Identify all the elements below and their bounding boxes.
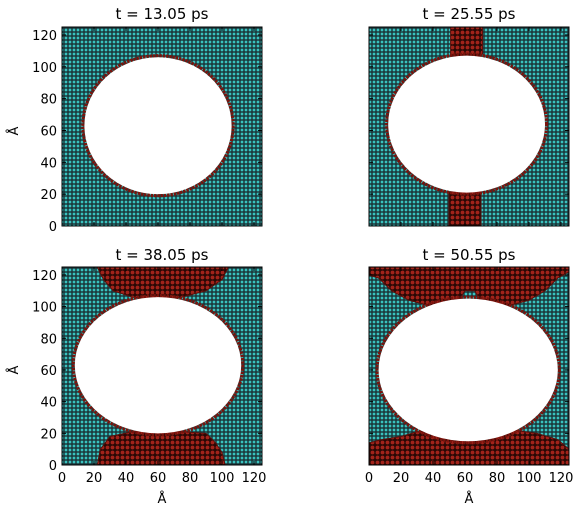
x-tick-label: 60 [457,471,474,486]
void-rim-atoms [375,295,561,445]
panel-2: t = 25.55 ps [368,5,570,227]
y-tick-label: 20 [40,188,57,203]
y-tick-label: 100 [32,301,57,316]
y-axis-label: Å [6,365,22,374]
y-tick-label: 60 [40,364,57,379]
void-rim-atoms [71,293,245,437]
plot-frame [61,26,263,227]
y-axis-ticks: 0 20 40 60 80 100 120 [32,29,262,235]
y-tick-label: 120 [32,269,57,284]
y-tick-label: 0 [49,220,57,235]
y-tick-label: 100 [32,61,57,76]
panel-title: t = 13.05 ps [115,5,208,23]
x-tick-label: 120 [549,471,574,486]
panel-title: t = 38.05 ps [115,246,208,264]
y-tick-label: 80 [40,93,57,108]
x-tick-label: 120 [242,471,267,486]
x-axis-label: Å [465,491,474,507]
plot-frame [368,266,570,466]
x-tick-label: 40 [118,471,135,486]
y-tick-label: 120 [32,29,57,44]
x-tick-label: 80 [182,471,199,486]
panel-title: t = 25.55 ps [422,5,515,23]
x-axis-ticks: 0 20 40 60 80 100 120 [58,267,267,486]
y-tick-label: 40 [40,156,57,171]
x-tick-label: 0 [58,471,66,486]
x-axis-ticks: 0 20 40 60 80 100 120 [365,267,574,486]
y-tick-label: 40 [40,396,57,411]
x-tick-label: 100 [517,471,542,486]
red-atom-region [96,429,226,465]
y-axis-label: Å [6,126,22,135]
y-tick-label: 80 [40,332,57,347]
x-axis-ticks [61,27,255,226]
plot-area [61,266,263,466]
void [84,57,232,195]
panel-1: t = 13.05 ps 0 20 40 60 80 100 120 Å [6,5,263,235]
y-axis-ticks [369,274,569,466]
x-tick-label: 20 [393,471,410,486]
panel-3: t = 38.05 ps 0 20 40 60 80 100 120 0 20 40 60 80 10… [6,246,266,507]
plot-frame [368,26,570,227]
red-atom-region [369,267,569,308]
plot-area [61,26,263,227]
panel-4: t = 50.55 ps 0 20 40 60 80 100 120 Å [365,246,574,507]
plot-area [368,266,570,466]
void [74,297,242,434]
x-tick-label: 60 [150,471,167,486]
void-rim-atoms [81,54,235,198]
plot-area [368,26,570,227]
y-axis-ticks: 0 20 40 60 80 100 120 [32,269,262,474]
x-axis-label: Å [158,491,167,507]
void [378,298,558,442]
x-tick-label: 0 [365,471,373,486]
y-axis-ticks [369,34,569,227]
void-rim-atoms [385,52,549,196]
plot-frame [61,266,263,466]
y-tick-label: 20 [40,427,57,442]
y-tick-label: 60 [40,124,57,139]
x-tick-label: 40 [425,471,442,486]
x-axis-ticks [368,27,562,226]
y-tick-label: 0 [49,459,57,474]
x-tick-label: 20 [86,471,103,486]
void [388,55,545,193]
panel-title: t = 50.55 ps [422,246,515,264]
x-tick-label: 80 [489,471,506,486]
x-tick-label: 100 [210,471,235,486]
